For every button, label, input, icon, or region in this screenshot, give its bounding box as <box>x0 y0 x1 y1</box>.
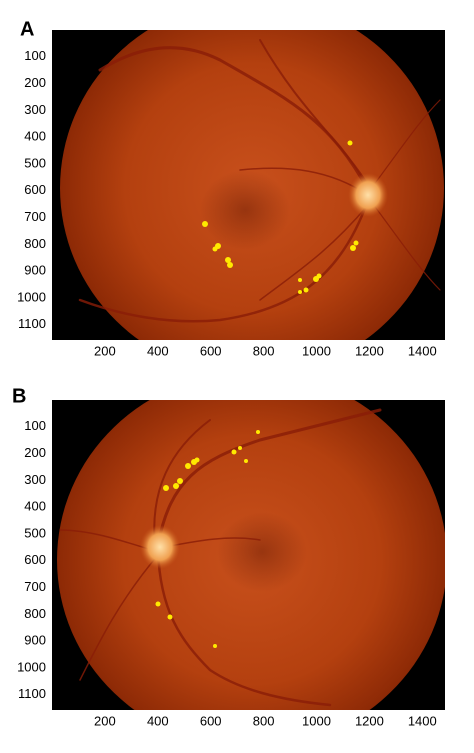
x-tick-label: 200 <box>94 343 116 358</box>
y-tick-label: 800 <box>24 606 46 621</box>
y-tick-label: 300 <box>24 472 46 487</box>
y-tick-label: 1000 <box>17 659 46 674</box>
y-tick-label: 400 <box>24 499 46 514</box>
x-tick-label: 200 <box>94 713 116 728</box>
y-tick-label: 500 <box>24 155 46 170</box>
y-tick-label: 400 <box>24 129 46 144</box>
y-tick-label: 500 <box>24 525 46 540</box>
x-tick-label: 800 <box>253 713 275 728</box>
y-tick-label: 600 <box>24 182 46 197</box>
panel-label: A <box>20 18 34 40</box>
y-tick-label: 700 <box>24 579 46 594</box>
y-tick-label: 900 <box>24 633 46 648</box>
y-tick-label: 1100 <box>18 316 46 331</box>
lesions <box>155 430 260 648</box>
panel-b: B <box>12 385 445 710</box>
y-tick-label: 200 <box>24 445 46 460</box>
lesions <box>202 140 359 294</box>
y-tick-label: 100 <box>24 48 46 63</box>
fundus-image <box>57 400 445 710</box>
fundus-image <box>60 30 444 340</box>
x-tick-label: 600 <box>200 343 222 358</box>
x-tick-label: 400 <box>147 713 169 728</box>
y-tick-label: 600 <box>24 552 46 567</box>
y-tick-label: 200 <box>24 75 46 90</box>
y-tick-label: 1100 <box>18 686 46 701</box>
y-tick-label: 700 <box>24 209 46 224</box>
y-tick-label: 900 <box>24 263 46 278</box>
y-tick-label: 1000 <box>17 289 46 304</box>
x-tick-label: 600 <box>200 713 222 728</box>
panel-label: B <box>12 385 26 407</box>
x-tick-label: 1200 <box>355 343 384 358</box>
y-tick-label: 800 <box>24 236 46 251</box>
y-tick-label: 100 <box>24 418 46 433</box>
x-tick-label: 800 <box>253 343 275 358</box>
x-tick-label: 1200 <box>355 713 384 728</box>
x-tick-label: 1000 <box>302 713 331 728</box>
x-tick-label: 1400 <box>408 713 437 728</box>
x-tick-label: 1000 <box>302 343 331 358</box>
x-tick-label: 1400 <box>408 343 437 358</box>
y-tick-label: 300 <box>24 102 46 117</box>
panel-a: A <box>20 18 445 340</box>
x-tick-label: 400 <box>147 343 169 358</box>
